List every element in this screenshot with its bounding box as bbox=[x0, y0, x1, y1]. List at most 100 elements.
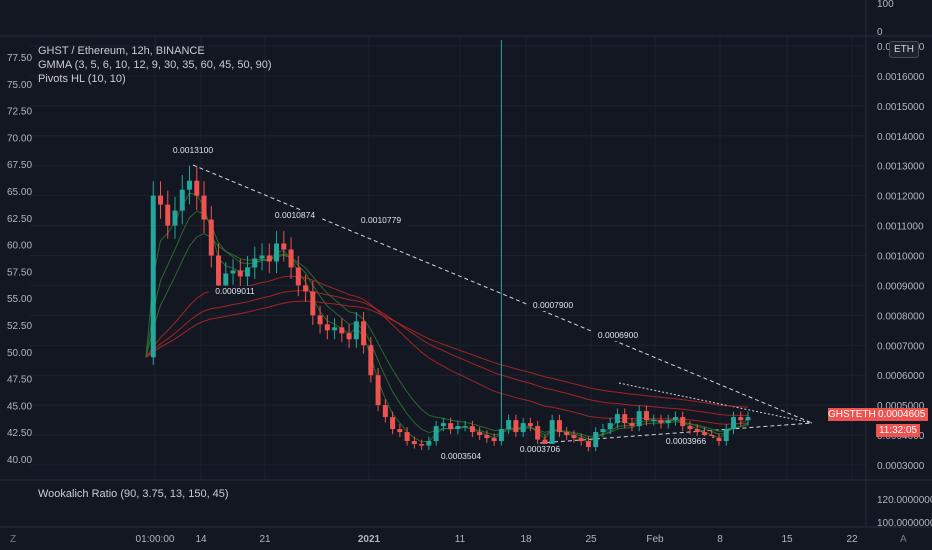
pivot-label: 0.0003504 bbox=[441, 451, 481, 461]
candle-body bbox=[187, 180, 193, 190]
right-axis-tick: 0.0014000 bbox=[877, 132, 925, 143]
left-axis-tick: 60.00 bbox=[7, 241, 32, 252]
gmma-line bbox=[145, 290, 749, 416]
x-axis-tick: 14 bbox=[195, 534, 207, 545]
pane-separators bbox=[0, 0, 932, 528]
gmma-line bbox=[145, 210, 749, 440]
candle-body bbox=[469, 426, 475, 433]
candle-body bbox=[353, 321, 359, 340]
candle-body bbox=[324, 324, 330, 331]
candle-body bbox=[375, 375, 381, 406]
candle-body bbox=[208, 219, 214, 256]
candle-body bbox=[564, 432, 570, 436]
candle-body bbox=[310, 291, 316, 316]
x-axis-tick: 25 bbox=[585, 534, 597, 545]
timezone-button[interactable]: Z bbox=[10, 534, 17, 545]
left-axis: 77.50 75.00 72.50 70.00 67.50 65.00 62.50 60.00… bbox=[7, 53, 32, 466]
candle-body bbox=[194, 180, 200, 196]
gmma-line bbox=[145, 233, 749, 438]
right-axis-tick: 0.0012000 bbox=[877, 192, 925, 203]
candle-body bbox=[665, 420, 671, 424]
pivot-label: 0.0007900 bbox=[533, 300, 573, 310]
candle-body bbox=[259, 255, 265, 259]
candle-body bbox=[404, 432, 410, 442]
right-axis-tick: 0.0010000 bbox=[877, 252, 925, 263]
x-axis-tick: Feb bbox=[646, 534, 664, 545]
candle-body bbox=[535, 426, 541, 440]
candle-body bbox=[368, 345, 374, 376]
candle-body bbox=[411, 441, 417, 445]
left-axis-tick: 72.50 bbox=[7, 107, 32, 118]
pivot-label-bg bbox=[208, 286, 262, 297]
right-axis-tick: 0.0003000 bbox=[877, 461, 925, 472]
pivot-label-bg bbox=[591, 330, 645, 341]
currency-button[interactable]: ETH bbox=[889, 41, 919, 58]
right-axis-tick: 0.0005000 bbox=[877, 401, 925, 412]
candle-body bbox=[578, 438, 584, 442]
candle-body bbox=[651, 420, 657, 422]
candle-body bbox=[614, 414, 620, 424]
wookalich-label[interactable]: Wookalich Ratio (90, 3.75, 13, 150, 45) bbox=[38, 488, 229, 500]
candle-body bbox=[658, 420, 664, 424]
candle-body bbox=[448, 423, 454, 430]
candle-body bbox=[527, 423, 533, 427]
candle-body bbox=[571, 435, 577, 439]
pivots-label[interactable]: Pivots HL (10, 10) bbox=[38, 73, 126, 85]
candle-body bbox=[477, 432, 483, 436]
right-axis-tick: 0.0007000 bbox=[877, 341, 925, 352]
left-axis-tick: 40.00 bbox=[7, 455, 32, 466]
auto-scale-button[interactable]: A bbox=[900, 534, 907, 545]
candle-body bbox=[542, 439, 548, 445]
pivot-label: 0.0010779 bbox=[361, 215, 401, 225]
candle-body bbox=[201, 195, 207, 220]
right-axis-tick: 0.0011000 bbox=[877, 222, 924, 233]
right-axis-tick: 0.0016000 bbox=[877, 72, 925, 83]
candle-body bbox=[643, 411, 649, 421]
candle-body bbox=[680, 417, 686, 427]
left-axis-tick: 70.00 bbox=[7, 133, 32, 144]
right-axis-tick: 0.0015000 bbox=[877, 102, 925, 113]
candle-body bbox=[158, 195, 164, 205]
x-axis-tick: 22 bbox=[846, 534, 858, 545]
candle-body bbox=[361, 321, 367, 346]
candle-body bbox=[672, 417, 678, 421]
candle-body bbox=[593, 432, 599, 448]
candle-body bbox=[716, 438, 722, 442]
pivot-label: 0.0003966 bbox=[666, 436, 706, 446]
candle-body bbox=[506, 420, 512, 430]
gmma-line bbox=[145, 275, 749, 425]
candle-body bbox=[513, 420, 519, 433]
candle-body bbox=[390, 417, 396, 430]
right-axis-tick: 0.0008000 bbox=[877, 311, 925, 322]
candles bbox=[150, 40, 751, 452]
pivot-label: 0.0013100 bbox=[173, 145, 213, 155]
lower-pane-tick: 120.0000000 bbox=[877, 495, 932, 506]
candle-body bbox=[216, 255, 222, 286]
candle-body bbox=[288, 249, 294, 268]
candle-body bbox=[419, 444, 425, 446]
x-axis-tick: 15 bbox=[781, 534, 793, 545]
resistance-trendline bbox=[192, 164, 813, 424]
candle-body bbox=[237, 270, 243, 277]
pivot-label-bg bbox=[166, 145, 220, 156]
left-axis-tick: 65.00 bbox=[7, 187, 32, 198]
right-axis-tick: 0.0013000 bbox=[877, 162, 925, 173]
candle-body bbox=[701, 432, 707, 436]
candle-body bbox=[266, 255, 272, 262]
ticker-symbol: GHSTETH bbox=[828, 409, 876, 420]
candle-body bbox=[607, 423, 613, 430]
gmma-line bbox=[145, 300, 749, 408]
x-axis-tick: 2021 bbox=[358, 534, 381, 545]
symbol-title[interactable]: GHST / Ethereum, 12h, BINANCE bbox=[38, 45, 205, 57]
candle-body bbox=[382, 405, 388, 418]
candle-body bbox=[223, 273, 229, 286]
left-axis-tick: 75.00 bbox=[7, 80, 32, 91]
candle-body bbox=[281, 243, 287, 250]
gmma-label[interactable]: GMMA (3, 5, 6, 10, 12, 9, 30, 35, 60, 45… bbox=[38, 59, 272, 71]
left-axis-tick: 50.00 bbox=[7, 348, 32, 359]
candle-body bbox=[585, 441, 591, 448]
support-trendline bbox=[539, 422, 813, 444]
chart-legend: GHST / Ethereum, 12h, BINANCE GMMA (3, 5… bbox=[38, 44, 272, 86]
left-axis-tick: 55.00 bbox=[7, 294, 32, 305]
